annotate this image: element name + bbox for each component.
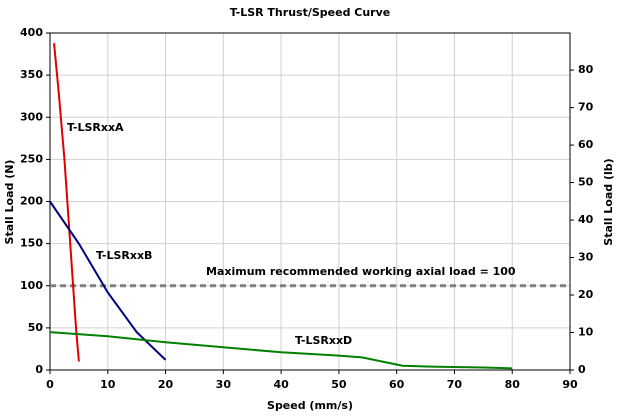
y2-tick-label: 40 [578,213,594,226]
y2-tick-label: 50 [578,176,594,189]
y-tick-label: 0 [35,363,43,376]
x-tick-label: 70 [447,378,463,391]
y-tick-label: 300 [20,110,43,123]
y2-tick-label: 0 [578,363,586,376]
y2-tick-label: 60 [578,138,594,151]
x-tick-label: 90 [562,378,578,391]
y-axis-label: Stall Load (N) [3,160,16,245]
y-tick-label: 150 [20,237,43,250]
reference-label: Maximum recommended working axial load =… [206,265,516,278]
y2-tick-label: 70 [578,101,594,114]
x-tick-label: 30 [216,378,232,391]
series-label: T-LSRxxA [67,121,124,134]
x-tick-label: 60 [389,378,405,391]
y-tick-label: 50 [28,321,44,334]
x-tick-label: 0 [46,378,54,391]
y-tick-label: 100 [20,279,43,292]
series-label: T-LSRxxB [96,249,152,262]
x-tick-label: 10 [100,378,116,391]
y2-tick-label: 20 [578,288,594,301]
series-line [53,43,80,362]
y-tick-label: 350 [20,68,43,81]
y-tick-label: 200 [20,195,43,208]
y2-axis-label: Stall Load (lb) [602,158,615,245]
y-tick-label: 250 [20,152,43,165]
series-label: T-LSRxxD [295,334,352,347]
x-tick-label: 80 [505,378,521,391]
x-tick-label: 20 [158,378,174,391]
x-tick-label: 40 [273,378,289,391]
x-axis-label: Speed (mm/s) [267,399,353,412]
y2-tick-label: 80 [578,63,594,76]
series-line [49,331,513,370]
y-tick-label: 400 [20,26,43,39]
series-line [49,200,167,361]
y2-tick-label: 30 [578,251,594,264]
chart-title: T-LSR Thrust/Speed Curve [230,6,390,19]
y2-tick-label: 10 [578,326,594,339]
x-tick-label: 50 [331,378,347,391]
